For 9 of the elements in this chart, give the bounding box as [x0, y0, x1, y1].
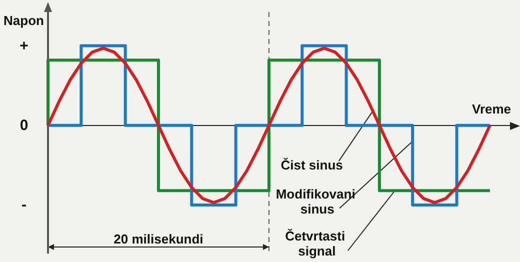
text: Četvrtasti signal [285, 228, 349, 259]
text: + [20, 37, 29, 54]
x-axis-title: Vreme [472, 101, 512, 116]
text: 20 milisekundi [114, 232, 204, 246]
annotation: Modifikovani sinus [276, 186, 356, 216]
text: 0 [20, 116, 28, 134]
y-axis-title: Napon [4, 13, 44, 28]
annotation: Čist sinus [280, 158, 343, 173]
text: - [22, 196, 26, 214]
